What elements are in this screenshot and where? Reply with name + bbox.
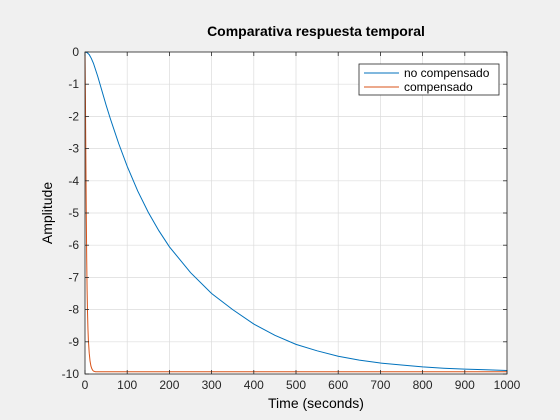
y-tick-label: -6 bbox=[68, 238, 79, 252]
legend-entry: no compensado bbox=[404, 66, 490, 80]
x-tick-label: 500 bbox=[286, 378, 306, 392]
x-tick-label: 800 bbox=[413, 378, 433, 392]
y-tick-label: -3 bbox=[68, 142, 79, 156]
y-tick-label: -7 bbox=[68, 270, 79, 284]
x-tick-label: 400 bbox=[244, 378, 264, 392]
y-tick-label: -8 bbox=[68, 303, 79, 317]
x-tick-label: 900 bbox=[455, 378, 475, 392]
x-tick-label: 0 bbox=[82, 378, 89, 392]
chart-title: Comparativa respuesta temporal bbox=[207, 23, 425, 39]
legend-entry: compensado bbox=[404, 80, 473, 94]
y-tick-label: -4 bbox=[68, 174, 79, 188]
x-tick-label: 300 bbox=[202, 378, 222, 392]
y-tick-label: 0 bbox=[72, 45, 79, 59]
x-tick-label: 100 bbox=[117, 378, 137, 392]
x-tick-label: 600 bbox=[328, 378, 348, 392]
series-line-1 bbox=[84, 51, 508, 371]
y-tick-label: -10 bbox=[62, 367, 80, 381]
y-tick-label: -9 bbox=[68, 335, 79, 349]
y-tick-label: -5 bbox=[68, 206, 79, 220]
x-axis-label: Time (seconds) bbox=[268, 395, 364, 411]
x-tick-label: 1000 bbox=[494, 378, 521, 392]
legend-box bbox=[358, 63, 500, 96]
x-tick-label: 700 bbox=[370, 378, 390, 392]
x-tick-label: 200 bbox=[159, 378, 179, 392]
y-tick-label: -2 bbox=[68, 109, 79, 123]
y-axis-label: Amplitude bbox=[39, 182, 55, 244]
ticks: 0 100 200 300 400 500 600 700 800 900 1000 0 -1 -2 -3 -… bbox=[62, 45, 521, 392]
y-tick-label: -1 bbox=[68, 77, 79, 91]
